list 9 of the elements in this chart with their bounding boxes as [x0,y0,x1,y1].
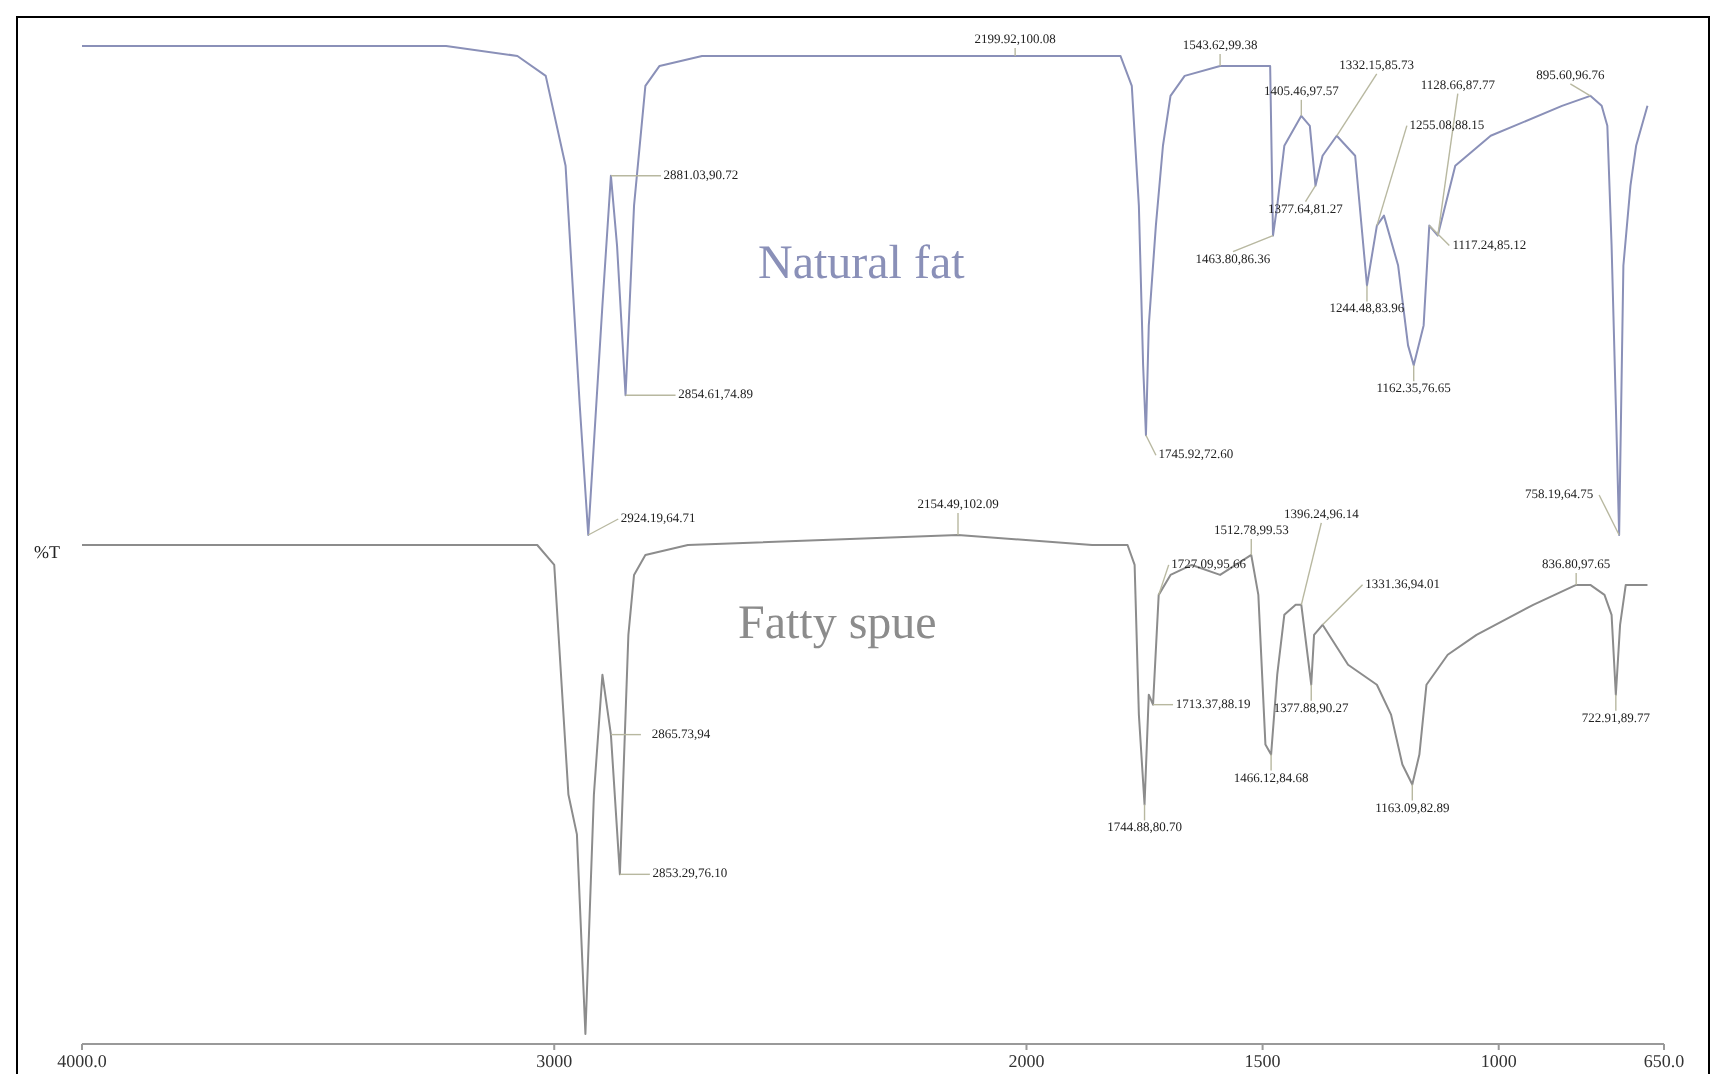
x-tick-label: 4000.0 [57,1050,108,1071]
x-tick-label: 1500 [1244,1050,1282,1071]
text: Natural fat [758,238,965,292]
series-label: Fatty spue [738,598,937,652]
y-axis-title: %T [34,542,60,562]
x-tick-label: 2000 [1008,1050,1046,1071]
x-tick-label: 3000 [536,1050,574,1071]
x-tick-label: 650.0 [1643,1050,1686,1071]
x-tick-label: 1000 [1480,1050,1518,1071]
